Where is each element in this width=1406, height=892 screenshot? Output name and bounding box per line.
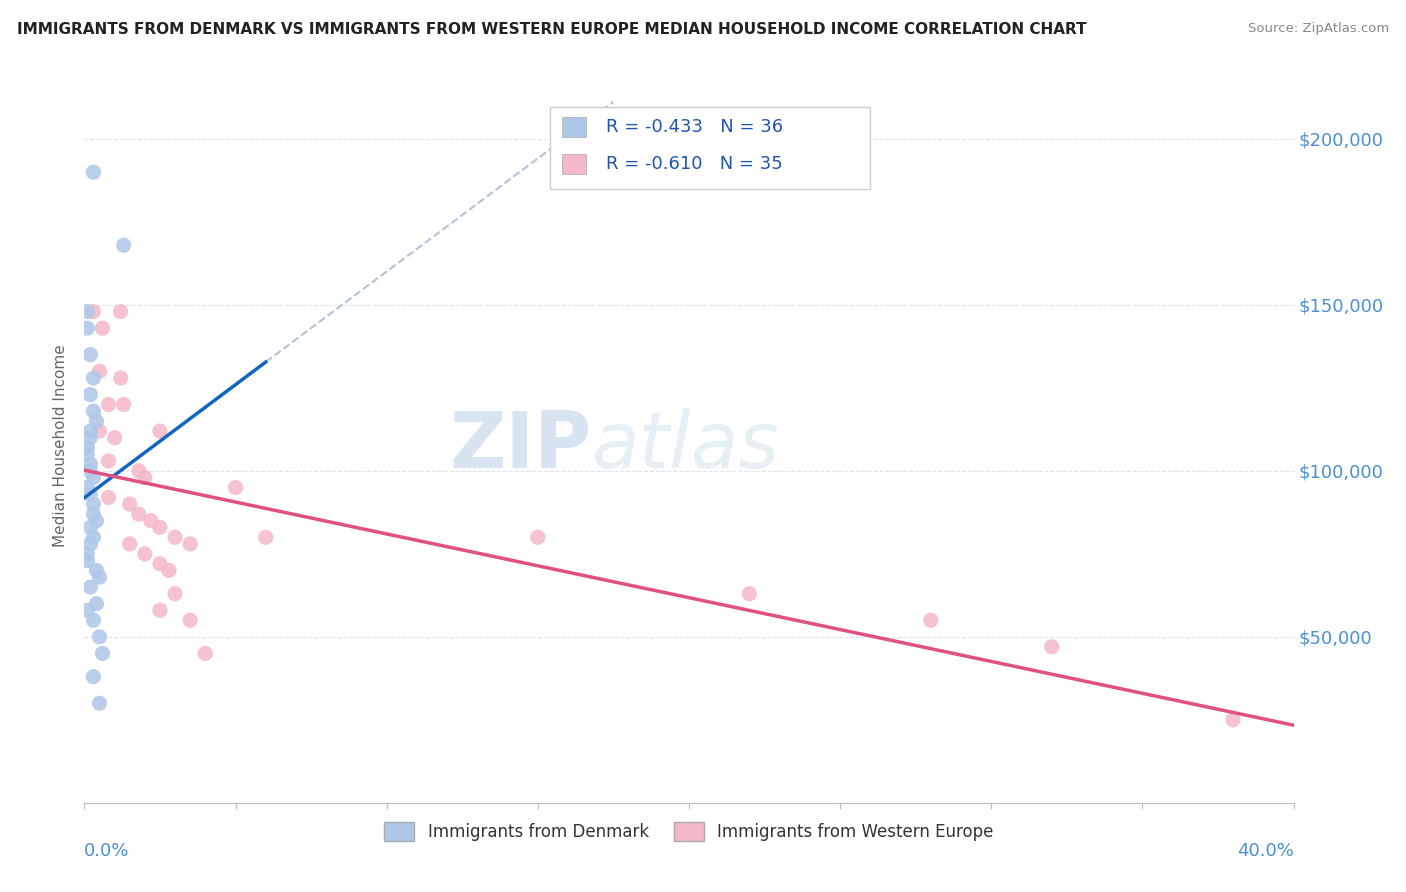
Point <box>89 570 111 584</box>
Point <box>157 564 180 578</box>
Point <box>86 564 108 578</box>
Point <box>76 447 98 461</box>
Point <box>225 481 247 495</box>
Point <box>738 587 761 601</box>
FancyBboxPatch shape <box>550 107 870 189</box>
Text: atlas: atlas <box>592 408 780 484</box>
Point <box>118 537 141 551</box>
Point <box>91 321 114 335</box>
Point <box>79 348 101 362</box>
Text: 40.0%: 40.0% <box>1237 842 1294 860</box>
Point <box>112 397 135 411</box>
Point <box>76 553 98 567</box>
Point <box>104 431 127 445</box>
Point <box>79 431 101 445</box>
Point <box>76 321 98 335</box>
Point <box>89 630 111 644</box>
FancyBboxPatch shape <box>562 154 586 174</box>
Point <box>89 364 111 378</box>
Point <box>82 613 104 627</box>
Point <box>79 457 101 471</box>
Point <box>91 647 114 661</box>
Point <box>82 304 104 318</box>
Point <box>527 530 550 544</box>
Text: Source: ZipAtlas.com: Source: ZipAtlas.com <box>1249 22 1389 36</box>
Point <box>76 603 98 617</box>
Point <box>149 603 172 617</box>
Legend: Immigrants from Denmark, Immigrants from Western Europe: Immigrants from Denmark, Immigrants from… <box>378 815 1000 848</box>
Point <box>76 304 98 318</box>
Text: R = -0.610   N = 35: R = -0.610 N = 35 <box>606 155 782 173</box>
Point <box>82 497 104 511</box>
Point <box>149 424 172 438</box>
Point <box>82 530 104 544</box>
Point <box>165 530 187 544</box>
Point <box>76 547 98 561</box>
Point <box>86 514 108 528</box>
Point <box>82 670 104 684</box>
Point <box>86 597 108 611</box>
Point <box>179 613 201 627</box>
Point <box>97 491 120 505</box>
Point <box>118 497 141 511</box>
Point <box>128 464 150 478</box>
Point <box>97 454 120 468</box>
Point <box>82 404 104 418</box>
Point <box>82 371 104 385</box>
Point <box>86 414 108 428</box>
Point <box>79 537 101 551</box>
Point <box>165 587 187 601</box>
Point <box>194 647 217 661</box>
FancyBboxPatch shape <box>562 117 586 137</box>
Point <box>128 507 150 521</box>
Point <box>920 613 942 627</box>
Point <box>79 487 101 501</box>
Text: R = -0.433   N = 36: R = -0.433 N = 36 <box>606 118 783 136</box>
Point <box>79 464 101 478</box>
Point <box>139 514 162 528</box>
Point <box>79 520 101 534</box>
Point <box>82 165 104 179</box>
Point <box>79 387 101 401</box>
Point <box>254 530 277 544</box>
Point <box>179 537 201 551</box>
Point <box>82 507 104 521</box>
Point <box>76 481 98 495</box>
Point <box>89 424 111 438</box>
Point <box>149 520 172 534</box>
Text: IMMIGRANTS FROM DENMARK VS IMMIGRANTS FROM WESTERN EUROPE MEDIAN HOUSEHOLD INCOM: IMMIGRANTS FROM DENMARK VS IMMIGRANTS FR… <box>17 22 1087 37</box>
Point <box>79 424 101 438</box>
Point <box>76 441 98 455</box>
Point <box>97 397 120 411</box>
Point <box>1222 713 1244 727</box>
Point <box>89 696 111 710</box>
Point <box>134 547 156 561</box>
Point <box>110 371 132 385</box>
Point <box>112 238 135 252</box>
Text: 0.0%: 0.0% <box>84 842 129 860</box>
Point <box>82 470 104 484</box>
Point <box>1040 640 1063 654</box>
Point <box>79 580 101 594</box>
Point <box>149 557 172 571</box>
Text: ZIP: ZIP <box>450 408 592 484</box>
Y-axis label: Median Household Income: Median Household Income <box>53 344 69 548</box>
Point <box>110 304 132 318</box>
Point <box>134 470 156 484</box>
